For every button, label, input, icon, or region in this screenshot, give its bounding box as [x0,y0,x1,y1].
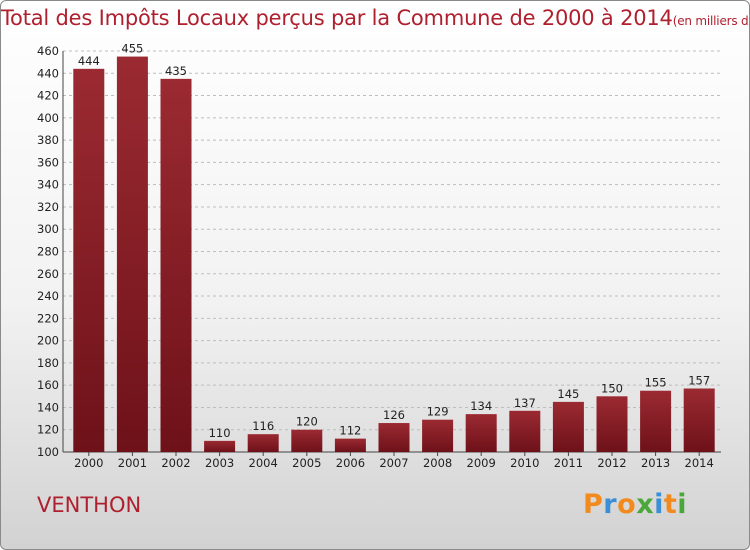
data-label: 126 [383,408,405,422]
logo-letter: x [636,489,655,520]
x-tick-label: 2009 [467,456,496,470]
y-tick-label: 160 [37,378,59,392]
chart-title-unit: (en milliers d'€) [672,14,749,28]
logo-letter: r [603,489,618,520]
y-tick-label: 200 [37,334,59,348]
bar [640,390,672,452]
bar [334,438,366,452]
x-tick-label: 2000 [74,456,103,470]
logo-letter: t [663,489,678,520]
y-tick-label: 140 [37,400,59,414]
x-tick-label: 2012 [597,456,626,470]
data-label: 150 [601,381,623,395]
y-tick-label: 100 [37,445,59,459]
data-label: 155 [645,376,667,390]
data-label: 134 [470,399,492,413]
data-label: 435 [165,64,187,78]
y-tick-label: 300 [37,222,59,236]
y-tick-label: 380 [37,133,59,147]
bar [116,56,148,452]
bar [465,414,497,452]
x-tick-label: 2011 [554,456,583,470]
x-tick-label: 2006 [336,456,365,470]
bar [552,401,584,452]
data-label: 444 [78,54,100,68]
y-tick-label: 400 [37,111,59,125]
y-tick-label: 460 [37,44,59,58]
bar [683,388,715,452]
y-tick-label: 320 [37,200,59,214]
logo-letter: o [617,489,637,520]
y-tick-label: 220 [37,311,59,325]
bar [291,429,323,452]
data-label: 157 [688,374,710,388]
proxiti-logo: Proxiti [583,489,687,520]
x-tick-label: 2008 [423,456,452,470]
data-label: 110 [209,426,231,440]
x-tick-label: 2007 [379,456,408,470]
y-tick-label: 440 [37,66,59,80]
bar [596,396,628,452]
logo-letter: i [654,489,664,520]
y-tick-label: 280 [37,245,59,259]
bar [509,410,541,452]
bar [73,68,105,453]
data-label: 137 [514,396,536,410]
x-tick-label: 2002 [161,456,190,470]
x-tick-label: 2010 [510,456,539,470]
x-tick-label: 2001 [118,456,147,470]
data-label: 129 [427,405,449,419]
data-label: 455 [121,42,143,56]
commune-name: VENTHON [37,493,142,517]
y-tick-label: 180 [37,356,59,370]
x-tick-label: 2003 [205,456,234,470]
y-tick-label: 420 [37,89,59,103]
chart-title: Total des Impôts Locaux perçus par la Co… [1,6,749,30]
data-label: 112 [339,424,361,438]
y-tick-label: 120 [37,423,59,437]
y-tick-label: 240 [37,289,59,303]
x-tick-label: 2004 [249,456,278,470]
data-label: 116 [252,419,274,433]
bar [204,440,236,452]
x-tick-label: 2005 [292,456,321,470]
bar [422,419,454,452]
bar [378,423,410,452]
logo-letter: i [677,489,688,520]
y-tick-label: 260 [37,267,59,281]
bar [247,434,279,452]
x-tick-label: 2014 [685,456,714,470]
y-tick-label: 340 [37,178,59,192]
x-tick-label: 2013 [641,456,670,470]
data-label: 120 [296,415,318,429]
bar [160,78,192,452]
logo-letter: P [583,489,604,520]
chart-title-main: Total des Impôts Locaux perçus par la Co… [1,6,673,30]
y-tick-label: 360 [37,155,59,169]
data-label: 145 [557,387,579,401]
